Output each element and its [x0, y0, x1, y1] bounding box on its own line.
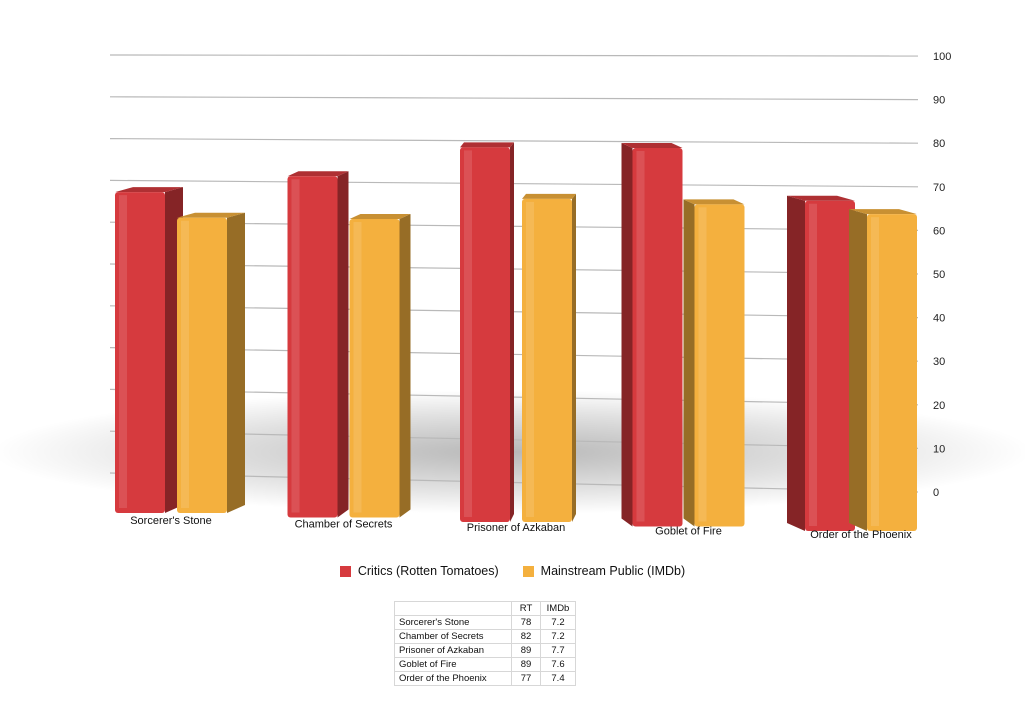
table-row: Sorcerer's Stone 78 7.2	[394, 615, 576, 630]
x-axis: Sorcerer's Stone Chamber of Secrets Prison…	[130, 515, 912, 541]
x-tick-label: Chamber of Secrets	[295, 519, 393, 531]
bar	[177, 212, 245, 513]
table-header-row: RT IMDb	[394, 601, 576, 616]
x-tick-label: Order of the Phoenix	[810, 529, 912, 541]
y-tick-label: 80	[933, 138, 945, 150]
x-tick-label: Goblet of Fire	[655, 526, 722, 538]
legend-swatch-critics	[339, 565, 351, 577]
data-table: RT IMDb Sorcerer's Stone 78 7.2 Chamber …	[394, 601, 576, 686]
y-tick-label: 50	[933, 269, 945, 281]
table-header-imdb: IMDb	[540, 601, 576, 616]
y-tick-label: 40	[933, 313, 945, 325]
bar	[849, 209, 917, 531]
gridline	[109, 96, 919, 101]
table-cell-imdb: 7.4	[540, 671, 576, 686]
table-row: Order of the Phoenix 77 7.4	[394, 671, 576, 686]
x-tick-label: Prisoner of Azkaban	[467, 522, 565, 534]
gridline	[109, 54, 919, 57]
legend-item-critics: Critics (Rotten Tomatoes)	[339, 562, 499, 580]
table-cell-imdb: 7.7	[540, 643, 576, 658]
legend-label-critics: Critics (Rotten Tomatoes)	[357, 564, 499, 578]
table-cell-imdb: 7.2	[540, 615, 576, 630]
bar	[349, 214, 411, 518]
bar	[621, 142, 683, 527]
table-header-rt: RT	[511, 601, 541, 616]
table-row: Prisoner of Azkaban 89 7.7	[394, 643, 576, 658]
legend-item-public: Mainstream Public (IMDb)	[522, 562, 686, 580]
y-tick-label: 20	[933, 400, 945, 412]
y-tick-label: 10	[933, 443, 945, 455]
legend-swatch-public	[522, 565, 534, 577]
table-cell-rt: 89	[511, 657, 541, 672]
y-tick-label: 90	[933, 95, 945, 107]
table-cell-imdb: 7.2	[540, 629, 576, 644]
table-row: Goblet of Fire 89 7.6	[394, 657, 576, 672]
bar-chart: 0 10 20 30 40 50 60 70 80 90 100 Sorcerer's Stone C…	[0, 51, 1025, 541]
bar	[287, 171, 349, 518]
table-cell-film: Sorcerer's Stone	[394, 615, 512, 630]
table-cell-film: Chamber of Secrets	[394, 629, 512, 644]
y-tick-label: 30	[933, 356, 945, 368]
table-cell-film: Goblet of Fire	[394, 657, 512, 672]
bar	[522, 193, 576, 522]
bar	[115, 187, 183, 513]
bar	[787, 195, 855, 531]
x-tick-label: Sorcerer's Stone	[130, 515, 212, 527]
bar	[460, 142, 514, 522]
bars	[115, 142, 917, 531]
y-tick-label: 60	[933, 225, 945, 237]
table-cell-rt: 77	[511, 671, 541, 686]
legend-label-public: Mainstream Public (IMDb)	[540, 564, 686, 578]
table-cell-rt: 78	[511, 615, 541, 630]
bar	[683, 199, 745, 527]
table-cell-film: Prisoner of Azkaban	[394, 643, 512, 658]
table-cell-rt: 82	[511, 629, 541, 644]
table-cell-rt: 89	[511, 643, 541, 658]
legend: Critics (Rotten Tomatoes) Mainstream Pub…	[0, 562, 1025, 580]
table-cell-imdb: 7.6	[540, 657, 576, 672]
y-tick-label: 70	[933, 182, 945, 194]
y-tick-label: 100	[933, 51, 951, 63]
table-row: Chamber of Secrets 82 7.2	[394, 629, 576, 644]
y-tick-label: 0	[933, 487, 939, 499]
gridline	[109, 138, 919, 144]
table-header-corner	[394, 601, 512, 616]
y-axis: 0 10 20 30 40 50 60 70 80 90 100	[933, 51, 951, 499]
table-cell-film: Order of the Phoenix	[394, 671, 512, 686]
